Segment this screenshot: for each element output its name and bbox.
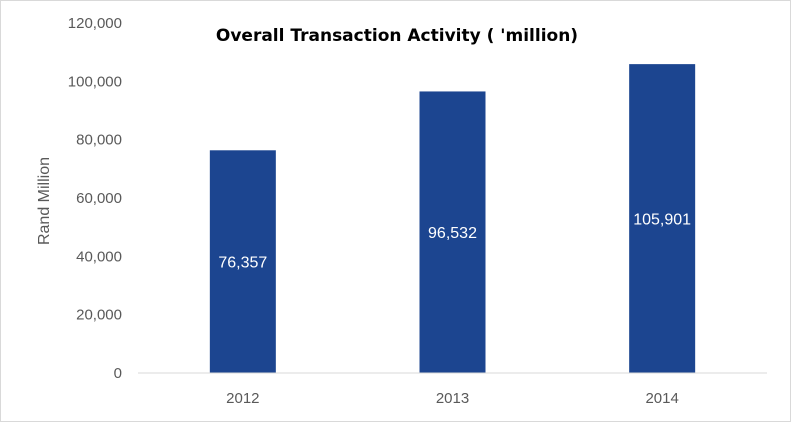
- y-tick-label: 40,000: [76, 248, 122, 265]
- data-label-2013: 96,532: [428, 225, 477, 242]
- data-label-2012: 76,357: [218, 255, 267, 272]
- y-tick-label: 80,000: [76, 132, 122, 149]
- bar-data-labels: 76,357 96,532 105,901: [218, 212, 691, 272]
- y-tick-label: 60,000: [76, 190, 122, 207]
- y-tick-label: 120,000: [68, 15, 122, 32]
- y-axis-title: Rand Million: [36, 157, 53, 245]
- x-tick-label-2014: 2014: [645, 390, 678, 407]
- bar-2013: [419, 91, 486, 373]
- x-tick-label-2013: 2013: [436, 390, 469, 407]
- bars: [209, 64, 696, 374]
- y-tick-label: 100,000: [68, 73, 122, 90]
- y-tick-label: 0: [114, 365, 122, 382]
- x-tick-label-2012: 2012: [226, 390, 259, 407]
- y-axis-ticks: 0 20,000 40,000 60,000 80,000 100,000 120,000: [68, 15, 122, 382]
- chart-title: Overall Transaction Activity ( 'million): [216, 26, 578, 46]
- bar-2014: [629, 64, 696, 374]
- x-axis-labels: 2012 2013 2014: [226, 390, 679, 407]
- y-tick-label: 20,000: [76, 307, 122, 324]
- data-label-2014: 105,901: [633, 212, 691, 229]
- bar-2012: [209, 150, 276, 373]
